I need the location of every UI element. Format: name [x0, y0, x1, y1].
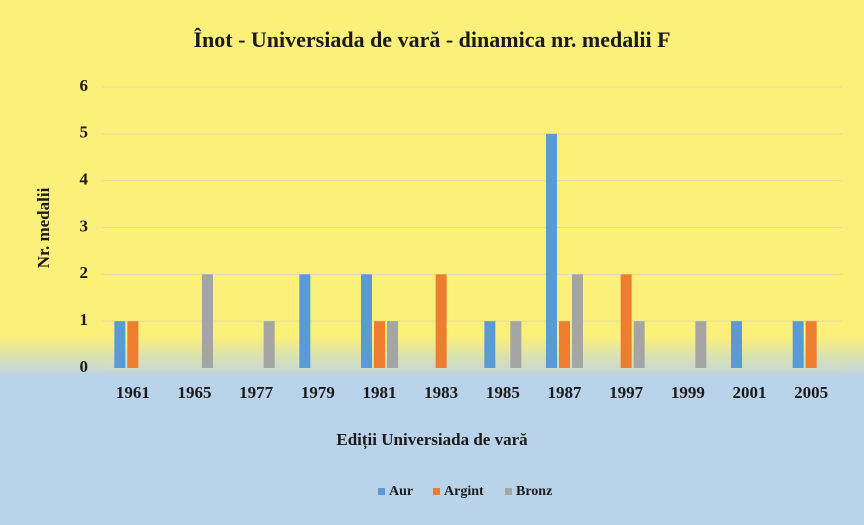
y-axis-title: Nr. medalii	[34, 187, 53, 268]
bar	[361, 274, 372, 368]
x-tick-label: 2001	[733, 383, 767, 402]
bar	[695, 321, 707, 368]
bar	[202, 274, 213, 368]
legend-label: Argint	[444, 484, 484, 499]
legend-label: Bronz	[516, 484, 552, 499]
legend-swatch	[505, 488, 512, 495]
x-tick-label: 1985	[486, 383, 520, 402]
bar	[299, 274, 311, 368]
bar	[510, 321, 522, 368]
x-tick-label: 1999	[671, 383, 705, 402]
bar	[731, 321, 742, 368]
legend-swatch	[378, 488, 385, 495]
bar	[792, 321, 804, 368]
y-tick-label: 3	[80, 216, 89, 235]
bar	[374, 321, 385, 368]
y-tick-label: 2	[80, 263, 89, 282]
x-axis-title: Ediții Universiada de vară	[336, 430, 528, 450]
x-tick-label: 1979	[301, 383, 335, 402]
chart-title: Înot - Universiada de vară - dinamica nr…	[193, 27, 670, 52]
y-tick-label: 0	[80, 357, 89, 376]
bar	[263, 321, 275, 368]
legend-swatch	[433, 488, 440, 495]
bar	[633, 321, 645, 368]
y-tick-label: 5	[80, 123, 89, 142]
x-tick-label: 1965	[178, 383, 212, 402]
bar	[127, 321, 139, 368]
y-tick-label: 1	[80, 310, 89, 329]
bar	[387, 321, 398, 368]
x-tick-label: 2005	[794, 383, 828, 402]
x-tick-label: 1983	[424, 383, 458, 402]
bar	[805, 321, 817, 368]
bar	[546, 133, 557, 368]
bar	[435, 274, 447, 368]
x-tick-label: 1981	[363, 383, 397, 402]
x-tick-label: 1977	[239, 383, 274, 402]
bar	[559, 321, 570, 368]
y-tick-label: 6	[80, 76, 89, 95]
y-tick-label: 4	[80, 170, 89, 189]
bar	[114, 321, 126, 368]
x-tick-label: 1987	[548, 383, 583, 402]
legend-label: Aur	[389, 484, 413, 499]
bar	[572, 274, 583, 368]
x-tick-label: 1997	[609, 383, 644, 402]
bar	[484, 321, 496, 368]
bar	[620, 274, 632, 368]
x-tick-label: 1961	[116, 383, 150, 402]
